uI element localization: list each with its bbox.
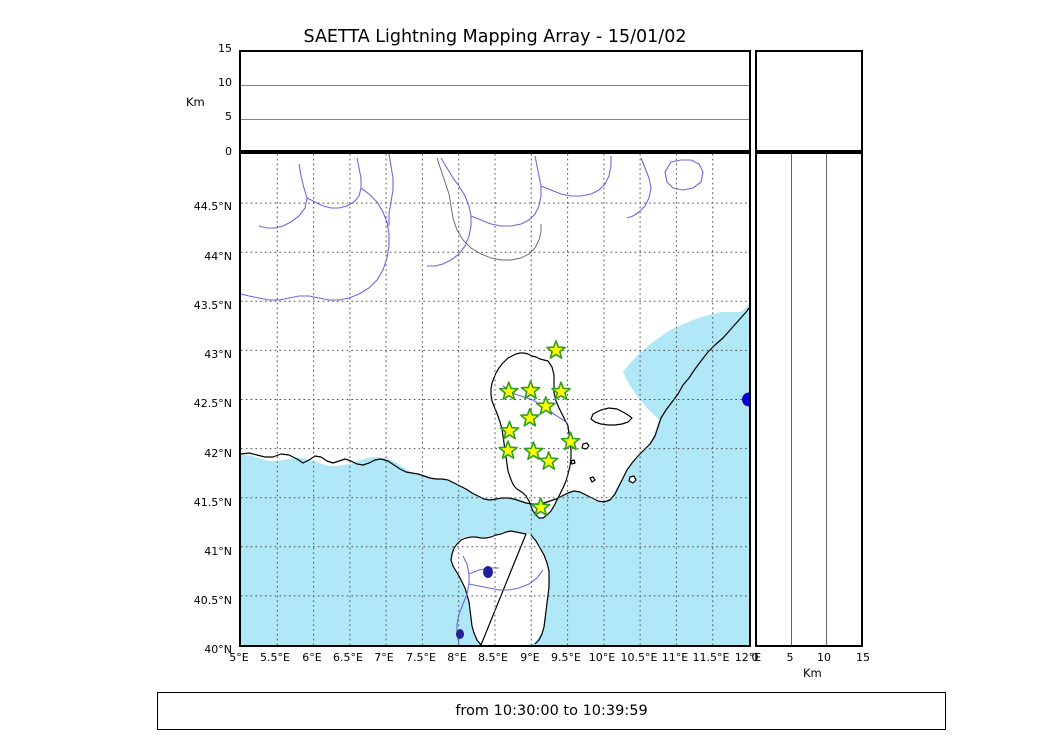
lake-sardinia-2 bbox=[456, 629, 464, 639]
coastline-sardinia bbox=[450, 530, 550, 645]
tick-lat-40: 40°N bbox=[204, 643, 232, 656]
map-gridlines bbox=[241, 154, 749, 645]
gridline-alt-right-10 bbox=[825, 154, 827, 645]
tick-lat-44.5: 44.5°N bbox=[193, 200, 232, 213]
station-marker-0[interactable] bbox=[546, 340, 566, 359]
tick-lat-40.5: 40.5°N bbox=[193, 594, 232, 607]
station-marker-4[interactable] bbox=[535, 396, 556, 415]
tick-lon-6.5: 6.5°E bbox=[333, 651, 363, 664]
vhf-source-markers[interactable] bbox=[742, 392, 749, 407]
tick-lon-10.5: 10.5°E bbox=[620, 651, 658, 664]
map-geography bbox=[241, 154, 749, 645]
gridline-alt-right-5 bbox=[790, 154, 792, 645]
map-canvas bbox=[241, 154, 749, 645]
station-marker-7[interactable] bbox=[560, 431, 581, 451]
border-france-italy bbox=[436, 157, 542, 261]
river-saone bbox=[388, 154, 394, 226]
river-sardinia-east bbox=[468, 569, 544, 591]
altitude-right-panel[interactable] bbox=[755, 152, 863, 647]
tick-lon-9.5: 9.5°E bbox=[551, 651, 581, 664]
tick-lon-8: 8°E bbox=[447, 651, 467, 664]
tick-lat-43: 43°N bbox=[204, 348, 232, 361]
tick-lon-8.5: 8.5°E bbox=[478, 651, 508, 664]
tick-alt-10: 10 bbox=[218, 76, 232, 89]
tick-alt-right-10: 10 bbox=[817, 651, 831, 664]
river-po-upper bbox=[427, 157, 472, 267]
tick-lon-10: 10°E bbox=[588, 651, 616, 664]
lma-station-markers[interactable] bbox=[498, 340, 581, 517]
borders-group bbox=[436, 157, 542, 261]
tick-lon-12: 12°E bbox=[734, 651, 762, 664]
tick-lon-11: 11°E bbox=[661, 651, 689, 664]
lake-sardinia-1 bbox=[483, 566, 493, 578]
station-marker-11[interactable] bbox=[530, 497, 551, 517]
islet-giglio bbox=[628, 475, 637, 484]
tick-lon-11.5: 11.5°E bbox=[692, 651, 730, 664]
tick-alt-15: 15 bbox=[218, 42, 232, 55]
tick-lat-43.5: 43.5°N bbox=[193, 299, 232, 312]
station-marker-9[interactable] bbox=[523, 441, 544, 461]
altitude-top-panel[interactable] bbox=[239, 50, 751, 152]
rivers-group bbox=[241, 154, 704, 645]
tick-lat-42: 42°N bbox=[204, 447, 232, 460]
time-range-statusbar[interactable]: from 10:30:00 to 10:39:59 bbox=[157, 692, 946, 730]
tick-alt-5: 5 bbox=[225, 110, 232, 123]
station-marker-8[interactable] bbox=[498, 440, 518, 460]
map-plot-area[interactable] bbox=[239, 152, 751, 647]
corner-panel[interactable] bbox=[755, 50, 863, 152]
station-marker-1[interactable] bbox=[498, 381, 519, 401]
station-marker-5[interactable] bbox=[520, 407, 540, 427]
station-marker-3[interactable] bbox=[551, 381, 571, 401]
tick-alt-right-5: 5 bbox=[786, 651, 794, 664]
coastline-france-italy bbox=[241, 307, 749, 505]
gridline-alt-10 bbox=[241, 84, 749, 86]
station-marker-10[interactable] bbox=[538, 451, 559, 470]
tick-lat-44: 44°N bbox=[204, 250, 232, 263]
island-elba-outline bbox=[590, 407, 633, 426]
page-title: SAETTA Lightning Mapping Array - 15/01/0… bbox=[303, 27, 687, 47]
river-rhone bbox=[258, 163, 308, 229]
tick-lat-41.5: 41.5°N bbox=[193, 496, 232, 509]
river-rhone-south bbox=[306, 157, 362, 209]
river-arno bbox=[540, 156, 612, 197]
tick-lon-9: 9°E bbox=[520, 651, 540, 664]
station-marker-6[interactable] bbox=[499, 420, 520, 440]
tick-alt-right-0: 0 bbox=[751, 651, 759, 664]
tick-lon-5: 5°E bbox=[229, 651, 249, 664]
tick-lon-6: 6°E bbox=[302, 651, 322, 664]
altitude-axis-label: Km bbox=[186, 95, 205, 109]
lakes-group bbox=[456, 566, 493, 639]
tick-lon-5.5: 5.5°E bbox=[260, 651, 290, 664]
tick-alt-right-15: 15 bbox=[856, 651, 870, 664]
river-tiber bbox=[626, 157, 652, 219]
islet-capraia bbox=[581, 442, 590, 450]
river-sardinia-tirso bbox=[456, 555, 470, 645]
river-corsica-golo bbox=[502, 385, 569, 425]
ligurian-sea-wedge bbox=[623, 312, 749, 454]
islet-pianosa bbox=[570, 459, 576, 465]
river-durance bbox=[241, 187, 390, 301]
time-range-text: from 10:30:00 to 10:39:59 bbox=[455, 703, 648, 719]
landmass-sardinia bbox=[451, 531, 549, 645]
gridline-alt-5 bbox=[241, 118, 749, 120]
islet-montecristo bbox=[589, 476, 596, 483]
station-marker-2[interactable] bbox=[520, 380, 541, 400]
tick-lat-42.5: 42.5°N bbox=[193, 397, 232, 410]
river-north-lake bbox=[664, 159, 704, 191]
altitude-axis-label-right: Km bbox=[803, 666, 822, 680]
tick-lon-7: 7°E bbox=[374, 651, 394, 664]
tick-lon-7.5: 7.5°E bbox=[406, 651, 436, 664]
tick-lat-41: 41°N bbox=[204, 545, 232, 558]
tick-alt-0: 0 bbox=[225, 145, 232, 158]
vhf-source-0[interactable] bbox=[742, 392, 749, 407]
river-po bbox=[470, 155, 542, 227]
